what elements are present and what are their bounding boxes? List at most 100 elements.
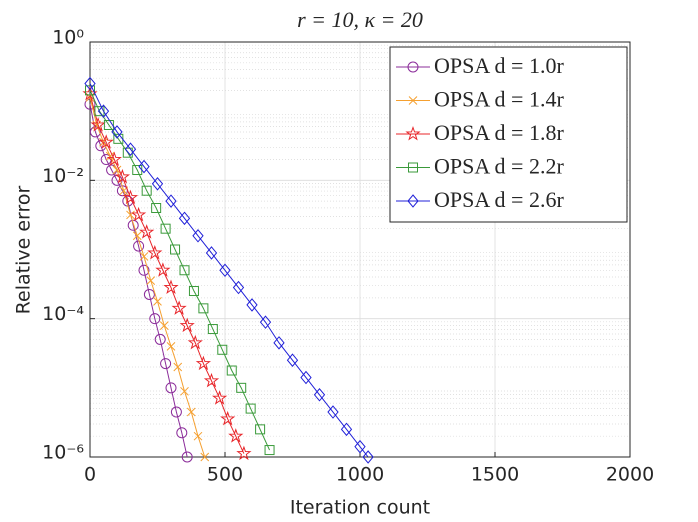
x-tick-label: 500 — [207, 464, 243, 486]
marker — [198, 303, 209, 314]
marker — [149, 313, 161, 325]
legend-label: OPSA d = 2.6r — [434, 187, 564, 212]
x-tick-label: 1000 — [336, 464, 384, 486]
marker — [139, 252, 149, 261]
marker — [354, 439, 366, 454]
marker — [146, 276, 156, 285]
y-axis-label: Relative error — [13, 185, 35, 314]
marker — [127, 219, 139, 231]
marker — [105, 151, 115, 161]
marker — [207, 324, 218, 335]
x-tick-label: 1500 — [471, 464, 519, 486]
marker — [407, 61, 419, 73]
marker — [160, 223, 171, 234]
legend-label: OPSA d = 1.0r — [434, 53, 564, 78]
marker — [232, 280, 245, 295]
marker — [178, 211, 191, 226]
marker — [245, 403, 256, 414]
marker — [130, 206, 147, 222]
marker — [264, 445, 275, 456]
chart-title: r = 10, κ = 20 — [297, 7, 423, 32]
marker — [203, 372, 220, 388]
marker — [327, 405, 339, 419]
series-line — [89, 90, 271, 451]
marker — [407, 194, 419, 208]
marker — [180, 386, 189, 396]
y-tick-label: 10⁻⁴ — [42, 303, 84, 325]
marker — [170, 406, 182, 418]
marker — [211, 390, 228, 405]
marker — [186, 407, 196, 417]
marker — [138, 159, 150, 174]
marker — [173, 362, 183, 372]
x-tick-label: 2000 — [606, 464, 654, 486]
marker — [132, 231, 142, 241]
marker — [97, 104, 110, 118]
marker — [166, 341, 176, 351]
marker — [151, 203, 162, 214]
marker — [192, 228, 204, 243]
series-line — [89, 83, 369, 458]
marker — [362, 450, 374, 464]
marker — [226, 365, 237, 376]
marker — [138, 264, 150, 276]
marker — [187, 334, 203, 350]
marker — [122, 189, 139, 205]
y-tick-label: 10⁻² — [42, 165, 84, 187]
marker — [124, 142, 137, 156]
marker — [165, 382, 177, 394]
marker — [151, 177, 164, 191]
marker — [160, 358, 172, 370]
marker — [176, 427, 188, 439]
marker — [193, 431, 203, 441]
marker — [273, 336, 285, 350]
marker — [106, 151, 122, 167]
marker — [408, 96, 418, 105]
marker — [179, 265, 190, 276]
marker — [246, 298, 258, 312]
marker — [181, 451, 193, 463]
marker — [205, 246, 218, 260]
marker — [103, 119, 114, 130]
y-tick-label: 10⁻⁶ — [42, 442, 84, 464]
marker — [90, 116, 106, 132]
marker — [159, 321, 169, 330]
y-tick-label: 10⁰ — [52, 27, 84, 49]
x-tick-label: 0 — [84, 464, 96, 486]
marker — [236, 445, 252, 461]
marker — [195, 355, 212, 371]
marker — [255, 424, 266, 435]
marker — [217, 344, 228, 355]
legend-label: OPSA d = 1.8r — [434, 120, 564, 145]
marker — [143, 288, 155, 300]
marker — [220, 410, 236, 426]
series-line — [89, 97, 206, 458]
legend-label: OPSA d = 2.2r — [434, 154, 564, 179]
marker — [141, 185, 152, 196]
marker — [300, 370, 312, 385]
x-axis-label: Iteration count — [290, 497, 430, 519]
axes-box — [89, 41, 631, 458]
marker — [163, 279, 179, 295]
marker — [219, 263, 231, 278]
marker — [155, 262, 171, 277]
marker — [171, 300, 187, 315]
marker — [313, 387, 326, 402]
marker — [154, 333, 166, 345]
marker — [85, 85, 95, 96]
marker — [147, 244, 163, 260]
marker — [84, 76, 96, 91]
marker — [170, 244, 181, 255]
marker — [179, 317, 195, 333]
marker — [200, 452, 210, 462]
marker — [188, 286, 199, 297]
marker — [228, 428, 244, 443]
marker — [98, 134, 114, 149]
marker — [340, 422, 353, 437]
marker — [165, 194, 177, 208]
marker — [236, 382, 247, 393]
marker — [112, 165, 122, 175]
marker — [153, 296, 162, 306]
marker — [126, 210, 135, 220]
